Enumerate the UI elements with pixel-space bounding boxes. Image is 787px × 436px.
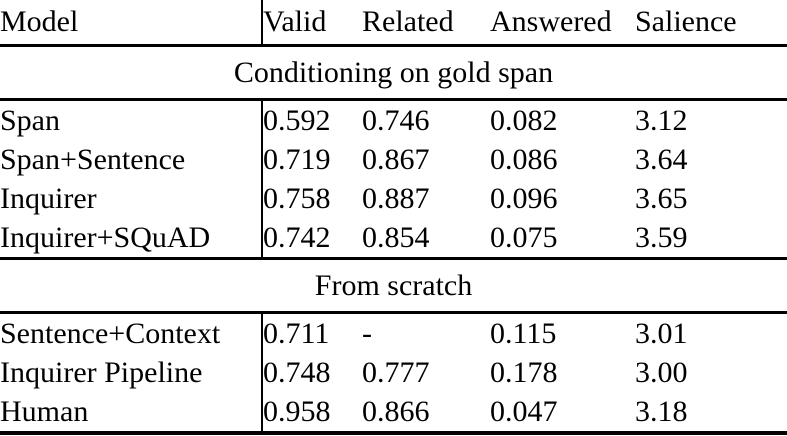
model-cell: Sentence+Context xyxy=(0,316,221,350)
salience-cell: 3.65 xyxy=(635,181,688,215)
table-row-inquirer: Inquirer 0.758 0.887 0.096 3.65 xyxy=(0,179,787,218)
valid-cell: 0.592 xyxy=(261,99,362,140)
answered-cell: 0.096 xyxy=(490,181,558,215)
answered-cell: 0.086 xyxy=(490,142,558,176)
model-cell: Inquirer Pipeline xyxy=(0,355,203,389)
related-cell: 0.887 xyxy=(362,181,430,215)
section-header-from-scratch: From scratch xyxy=(0,258,787,314)
related-cell: 0.746 xyxy=(362,103,430,137)
table-row-inquirer-squad: Inquirer+SQuAD 0.742 0.854 0.075 3.59 xyxy=(0,218,787,260)
valid-cell: 0.748 xyxy=(261,353,362,392)
model-cell: Human xyxy=(0,392,262,435)
section-title: From scratch xyxy=(0,258,787,314)
related-cell: 0.867 xyxy=(362,142,430,176)
model-cell: Span+Sentence xyxy=(0,142,186,176)
valid-cell: 0.719 xyxy=(261,140,362,179)
table-row-inquirer-pipeline: Inquirer Pipeline 0.748 0.777 0.178 3.00 xyxy=(0,353,787,392)
model-cell: Inquirer+SQuAD xyxy=(0,218,262,260)
column-header-salience: Salience xyxy=(635,0,787,47)
salience-cell: 3.59 xyxy=(635,218,787,260)
related-cell: 0.854 xyxy=(362,218,490,260)
valid-cell: 0.711 xyxy=(261,312,362,353)
salience-cell: 3.12 xyxy=(635,103,688,137)
valid-cell: 0.758 xyxy=(261,179,362,218)
section-header-gold-span: Conditioning on gold span xyxy=(0,45,787,101)
valid-cell: 0.742 xyxy=(261,218,362,260)
column-header-answered: Answered xyxy=(490,0,635,47)
column-header-model: Model xyxy=(0,0,262,47)
answered-cell: 0.115 xyxy=(490,316,557,350)
column-header-related: Related xyxy=(362,0,490,47)
column-header-valid: Valid xyxy=(261,0,362,47)
model-cell: Inquirer xyxy=(0,181,97,215)
salience-cell: 3.01 xyxy=(635,316,688,350)
answered-cell: 0.178 xyxy=(490,355,558,389)
table-row-span-sentence: Span+Sentence 0.719 0.867 0.086 3.64 xyxy=(0,140,787,179)
answered-cell: 0.047 xyxy=(490,392,635,435)
salience-cell: 3.18 xyxy=(635,392,787,435)
salience-cell: 3.64 xyxy=(635,142,688,176)
related-cell: 0.777 xyxy=(362,355,430,389)
related-cell: 0.866 xyxy=(362,392,490,435)
section-title: Conditioning on gold span xyxy=(0,45,787,101)
answered-cell: 0.075 xyxy=(490,218,635,260)
related-cell: - xyxy=(362,316,372,350)
table-header-row: Model Valid Related Answered Salience xyxy=(0,0,787,47)
model-cell: Span xyxy=(0,103,60,137)
table-row-human: Human 0.958 0.866 0.047 3.18 xyxy=(0,392,787,435)
valid-cell: 0.958 xyxy=(261,392,362,435)
answered-cell: 0.082 xyxy=(490,103,558,137)
table-row-span: Span 0.592 0.746 0.082 3.12 xyxy=(0,99,787,140)
table-row-sentence-context: Sentence+Context 0.711 - 0.115 3.01 xyxy=(0,312,787,353)
salience-cell: 3.00 xyxy=(635,355,688,389)
